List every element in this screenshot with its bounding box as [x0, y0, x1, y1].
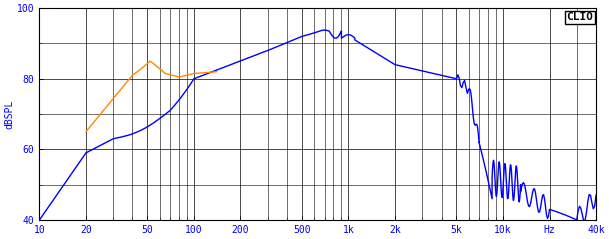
Text: CLIO: CLIO — [566, 12, 593, 22]
Y-axis label: dBSPL: dBSPL — [4, 99, 14, 129]
